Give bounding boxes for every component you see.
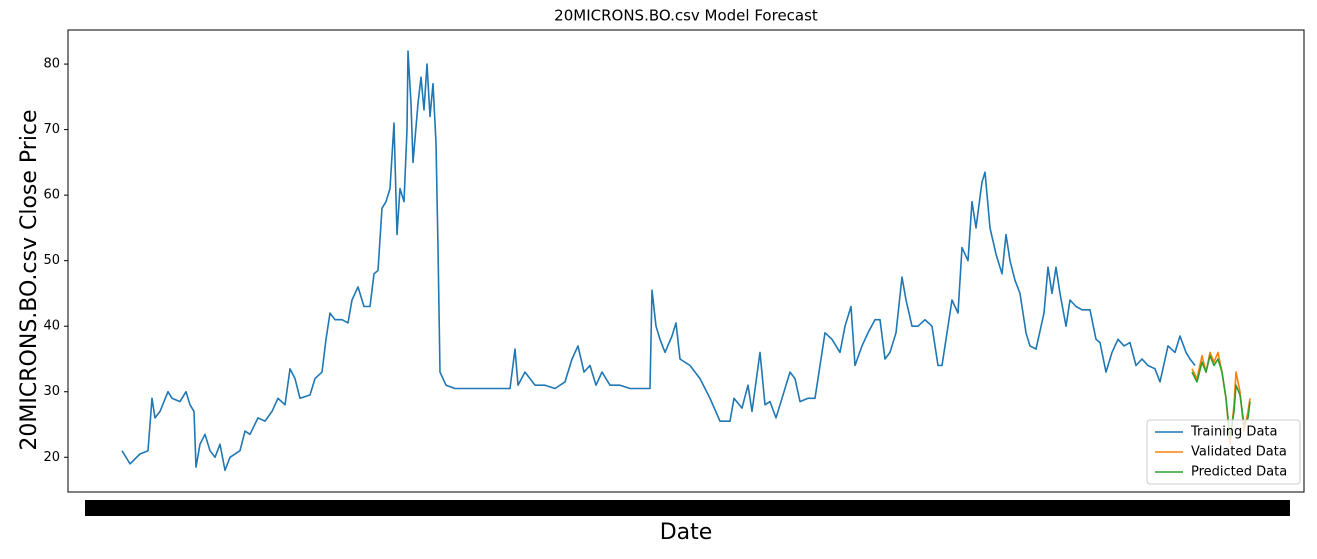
x-tick-label-clutter	[85, 500, 1290, 516]
y-tick-label: 30	[43, 384, 60, 399]
plot-frame	[67, 29, 1305, 493]
series-line	[121, 50, 1196, 472]
y-tick-label: 50	[43, 253, 60, 268]
y-tick-label: 80	[43, 57, 60, 72]
y-tick-label: 40	[43, 319, 60, 334]
legend-label: Training Data	[1190, 425, 1277, 440]
chart-title: 20MICRONS.BO.csv Model Forecast	[554, 7, 818, 25]
y-tick-label: 60	[43, 188, 60, 203]
series-line	[1191, 354, 1251, 439]
legend-box	[1146, 419, 1301, 485]
y-tick-label: 20	[43, 450, 60, 465]
x-axis-label: Date	[660, 520, 713, 545]
y-tick-label: 70	[43, 122, 60, 137]
y-axis-label: 20MICRONS.BO.csv Close Price	[17, 109, 42, 450]
legend-label: Validated Data	[1191, 445, 1287, 460]
legend-label: Predicted Data	[1191, 465, 1287, 480]
